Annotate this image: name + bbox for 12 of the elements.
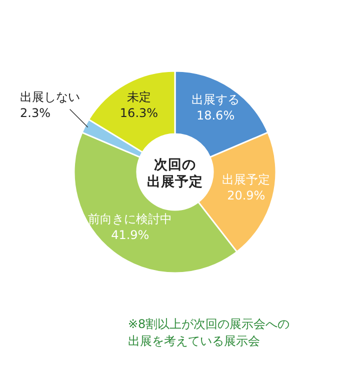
data-label: 18.6% [196,108,235,123]
slice-label: 未定 [126,90,151,104]
text: 次回の出展予定 [147,157,203,190]
text: ※8割以上が次回の展示会への出展を考えている展示会 [128,316,291,350]
slice-label: 出展する [192,92,240,107]
data-label: 2.3% [20,106,50,120]
slice-label: 出展予定 [222,172,270,186]
data-label: 41.9% [111,228,150,242]
slice-label: 前向きに検討中 [88,212,172,226]
data-label: 20.9% [227,188,266,202]
slice-label: 出展しない [20,90,80,104]
data-label: 16.3% [120,106,158,120]
